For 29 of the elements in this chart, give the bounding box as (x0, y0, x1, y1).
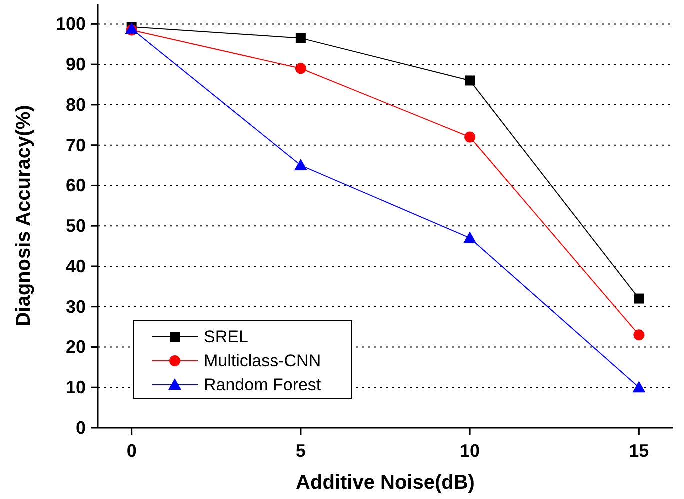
point (634, 294, 644, 304)
y-tick-label: 40 (66, 256, 86, 276)
y-axis-title: Diagnosis Accuracy(%) (13, 105, 35, 327)
y-tick-label: 10 (66, 378, 86, 398)
y-tick-label: 50 (66, 216, 86, 236)
y-tick-label: 90 (66, 54, 86, 75)
y-tick-label: 70 (66, 135, 86, 156)
point (464, 232, 477, 244)
point (632, 381, 646, 393)
legend-label: SREL (204, 328, 248, 346)
y-tick-label: 30 (66, 296, 86, 317)
point (465, 76, 476, 86)
y-tick-label: 20 (66, 337, 86, 358)
y-tick-label: 100 (56, 14, 86, 34)
legend-label: Random Forest (204, 376, 322, 394)
x-tick-label: 10 (460, 441, 480, 461)
x-tick-label: 15 (629, 441, 650, 461)
y-tick-label: 0 (76, 418, 86, 438)
legend-label: Multiclass-CNN (204, 352, 322, 370)
y-tick-label: 60 (66, 176, 86, 196)
x-axis-title: Additive Noise(dB) (296, 472, 475, 494)
x-tick-label: 0 (126, 441, 137, 461)
point (294, 159, 308, 171)
point (464, 132, 476, 143)
point (634, 330, 645, 341)
point (296, 33, 306, 44)
y-tick-label: 80 (66, 94, 86, 115)
point (295, 63, 306, 74)
x-tick-label: 5 (296, 441, 306, 461)
